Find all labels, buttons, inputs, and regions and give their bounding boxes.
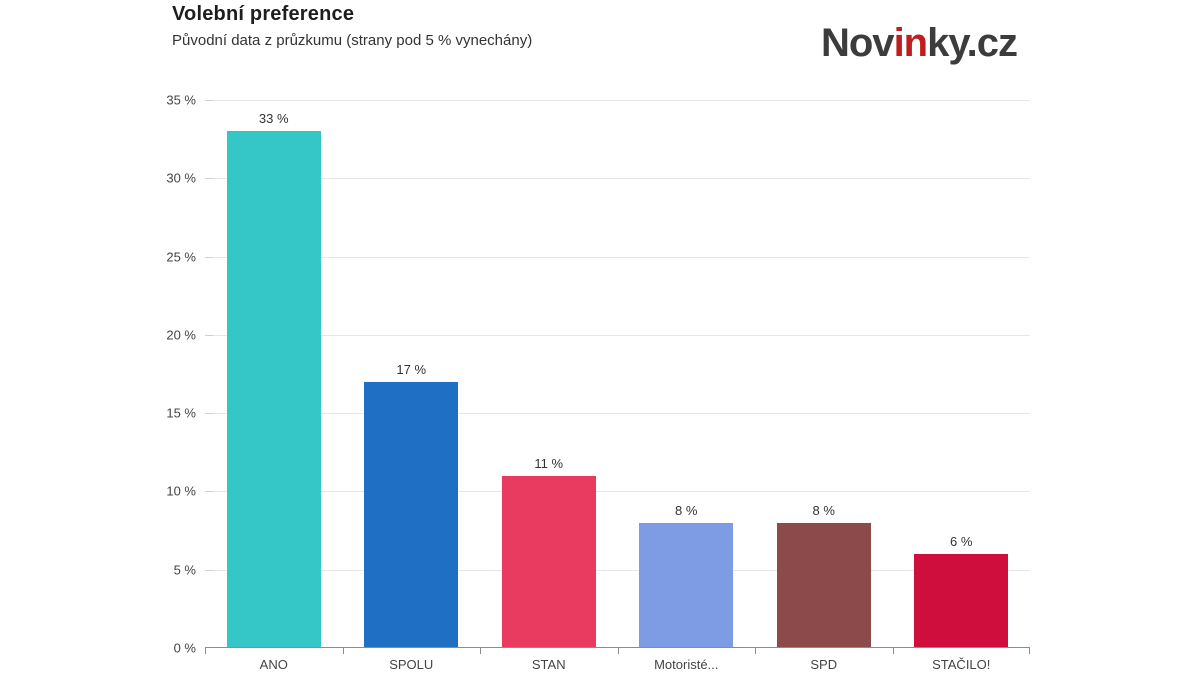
gridline-10 [205,491,1030,493]
y-tick-15 [205,413,213,415]
y-tick-30 [205,178,213,180]
x-axis-label-stan: STAN [531,657,566,672]
x-axis-tick-0 [205,648,206,654]
y-axis-label-0: 0 % [173,640,196,656]
x-axis-tick-5 [892,648,894,654]
x-axis-tick-1 [342,648,344,654]
x-axis-label-ano: ANO [259,657,288,672]
bar-value-spd: 8 % [812,502,835,518]
bar-ano [226,131,321,647]
gridline-20 [205,334,1030,336]
logo-text-part3: ky.cz [927,21,1018,65]
y-axis-label-15: 15 % [166,405,196,421]
bar-value-ano: 33 % [258,111,289,127]
x-axis-line [205,647,1030,648]
plot-area: 0 % 5 % 10 % 15 % 20 % 25 % 30 % 35 % 33 % ANO 17 … [166,93,1030,672]
x-axis-label-spd: SPD [810,657,838,672]
y-axis-label-25: 25 % [166,249,196,265]
bar-value-motoriste: 8 % [675,502,698,518]
x-axis-tick-2 [480,648,481,654]
y-tick-25 [205,256,213,258]
y-axis-label-10: 10 % [166,483,196,499]
novinky-logo[interactable]: Novinky.cz [820,21,1018,66]
y-tick-10 [205,491,213,493]
bar-value-stacilo: 6 % [950,534,973,550]
y-tick-5 [205,569,213,571]
bar-stacilo [914,554,1009,647]
y-axis-label-35: 35 % [166,92,196,108]
bar-motoriste [639,522,734,647]
bar-spd [776,522,871,647]
page-subtitle: Původní data z průzkumu (strany pod 5 % … [172,32,533,49]
y-axis-label-20: 20 % [166,327,196,343]
bar-stan [501,475,596,647]
x-axis-label-spolu: SPOLU [389,657,434,672]
bar-spolu [364,381,459,647]
x-axis-label-motoriste: Motoristé... [654,657,719,672]
page-title: Volební preference [172,3,355,25]
y-axis-label-5: 5 % [173,562,196,578]
bar-value-spolu: 17 % [396,361,427,377]
x-axis-tick-6 [1029,648,1030,654]
gridline-30 [205,178,1030,180]
y-axis-label-30: 30 % [166,170,196,186]
logo-text-part1: Nov [820,21,895,65]
logo-text-highlight: in [893,21,929,65]
gridline-5 [205,569,1030,571]
x-axis-tick-3 [617,648,619,654]
x-axis-label-stacilo: STAČILO! [932,657,991,672]
gridline-35 [205,100,1030,101]
bar-value-stan: 11 % [534,455,564,471]
gridline-15 [205,413,1030,415]
y-tick-35 [205,100,213,101]
y-tick-20 [205,334,213,336]
gridline-25 [205,256,1030,258]
x-axis-tick-4 [755,648,756,654]
